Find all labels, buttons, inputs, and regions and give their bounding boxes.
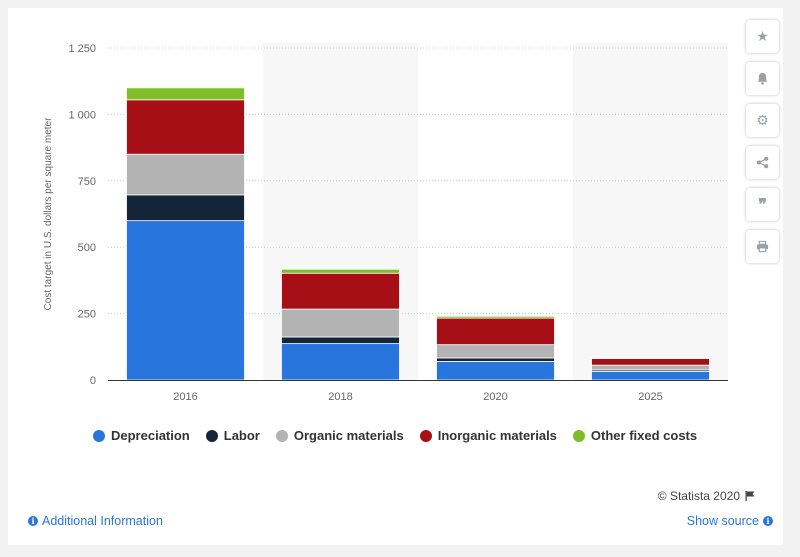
credits-text: © Statista 2020 xyxy=(657,489,740,503)
legend-label: Labor xyxy=(223,428,260,443)
gear-icon: ⚙ xyxy=(756,112,769,128)
bar-segment-depreciation[interactable] xyxy=(281,343,400,381)
category-band xyxy=(573,43,728,380)
chart-card: 0 250 500 750 1 000 1 250 2016 2018 2020 2025 Co… xyxy=(8,8,783,545)
x-tick-label: 2016 xyxy=(173,391,197,403)
stacked-bar-chart: 0 250 500 750 1 000 1 250 2016 2018 2020 2025 Co… xyxy=(43,43,728,403)
y-tick-label: 1 250 xyxy=(68,43,96,55)
legend-item-inorganic-materials[interactable]: Inorganic materials xyxy=(419,428,557,443)
bar-segment-labor[interactable] xyxy=(281,336,400,345)
legend-marker xyxy=(205,429,218,442)
bar-segment-inorganic-materials[interactable] xyxy=(126,99,245,155)
y-tick-label: 250 xyxy=(78,309,96,321)
flag-icon xyxy=(745,491,755,501)
bar-segment-organic-materials[interactable] xyxy=(436,344,555,359)
bar-segment-other-fixed-costs[interactable] xyxy=(126,87,245,101)
legend-marker xyxy=(275,429,288,442)
y-tick-label: 0 xyxy=(90,375,96,387)
legend-label: Inorganic materials xyxy=(437,428,557,443)
show-source-link[interactable]: Show source i xyxy=(687,514,773,528)
bar-segment-organic-materials[interactable] xyxy=(591,364,710,371)
bar-segment-organic-materials[interactable] xyxy=(281,308,400,338)
bell-icon xyxy=(757,72,768,85)
bar-segment-organic-materials[interactable] xyxy=(126,153,245,196)
grid-lines xyxy=(108,47,728,315)
legend-marker xyxy=(93,429,105,442)
bar-segment-depreciation[interactable] xyxy=(436,361,555,381)
x-tick-labels: 2016 2018 2020 2025 xyxy=(173,391,662,403)
bar-segment-labor[interactable] xyxy=(436,357,555,362)
show-source-label: Show source xyxy=(686,514,759,528)
info-icon: i xyxy=(763,516,773,526)
legend-item-organic-materials[interactable]: Organic materials xyxy=(275,428,404,443)
legend-label: Depreciation xyxy=(111,428,190,443)
legend-marker xyxy=(419,429,432,442)
bar-segment-other-fixed-costs[interactable] xyxy=(591,357,710,359)
x-tick-label: 2025 xyxy=(638,391,662,403)
bar-segment-other-fixed-costs[interactable] xyxy=(281,268,400,274)
x-tick-label: 2020 xyxy=(483,391,507,403)
star-icon: ★ xyxy=(756,28,769,44)
y-tick-label: 1 000 xyxy=(68,109,96,121)
notification-button[interactable] xyxy=(746,62,779,95)
y-tick-label: 750 xyxy=(78,176,96,188)
bar-segment-inorganic-materials[interactable] xyxy=(436,317,555,346)
bar-segment-depreciation[interactable] xyxy=(591,371,710,381)
share-icon xyxy=(756,156,769,169)
legend-item-other-fixed-costs[interactable]: Other fixed costs xyxy=(572,428,698,443)
print-button[interactable] xyxy=(746,230,779,263)
favorite-button[interactable]: ★ xyxy=(746,20,779,53)
side-toolbar: ★ ⚙ ❞ xyxy=(746,20,779,263)
additional-information-label: Additional Information xyxy=(42,514,163,528)
legend-label: Other fixed costs xyxy=(590,428,698,443)
x-tick-label: 2018 xyxy=(328,391,352,403)
legend-marker xyxy=(572,429,585,442)
info-icon: i xyxy=(28,516,38,526)
legend-item-depreciation[interactable]: Depreciation xyxy=(93,428,190,443)
share-button[interactable] xyxy=(746,146,779,179)
additional-information-link[interactable]: i Additional Information xyxy=(28,514,163,528)
legend-item-labor[interactable]: Labor xyxy=(205,428,260,443)
legend-label: Organic materials xyxy=(293,428,404,443)
y-axis-label: Cost target in U.S. dollars per square m… xyxy=(43,117,54,311)
y-tick-labels: 0 250 500 750 1 000 1 250 xyxy=(68,43,96,387)
credits[interactable]: © Statista 2020 xyxy=(658,489,755,503)
cite-button[interactable]: ❞ xyxy=(746,188,779,221)
y-tick-label: 500 xyxy=(78,242,96,254)
print-icon xyxy=(756,240,769,253)
bar-segment-other-fixed-costs[interactable] xyxy=(436,315,555,319)
quote-icon: ❞ xyxy=(758,196,767,214)
bars xyxy=(126,87,710,381)
legend: Depreciation Labor Organic materials Inorga… xyxy=(93,428,697,443)
bar-segment-labor[interactable] xyxy=(126,194,245,222)
bar-segment-inorganic-materials[interactable] xyxy=(591,358,710,366)
bar-segment-depreciation[interactable] xyxy=(126,220,245,381)
bar-segment-inorganic-materials[interactable] xyxy=(281,272,400,310)
settings-button[interactable]: ⚙ xyxy=(746,104,779,137)
